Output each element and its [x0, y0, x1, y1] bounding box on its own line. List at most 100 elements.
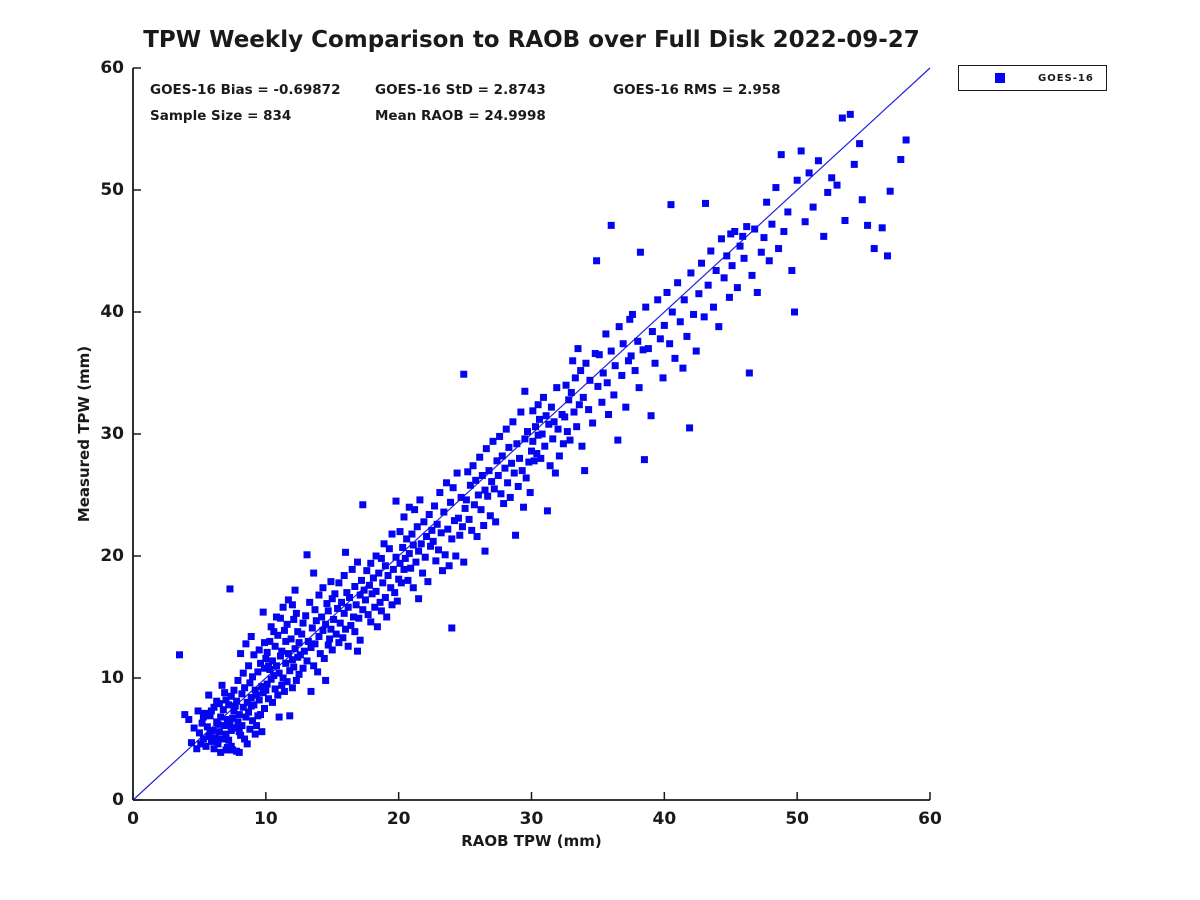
scatter-point	[470, 501, 478, 509]
scatter-point	[234, 718, 242, 726]
scatter-point	[343, 589, 351, 597]
scatter-point	[401, 554, 409, 562]
scatter-point	[453, 469, 461, 477]
scatter-point	[388, 601, 396, 609]
scatter-point	[392, 497, 400, 505]
scatter-point	[217, 713, 225, 721]
y-tick-label: 60	[100, 58, 124, 78]
scatter-point	[533, 450, 541, 458]
scatter-point	[525, 458, 533, 466]
scatter-point	[562, 381, 570, 389]
scatter-point	[574, 345, 582, 353]
scatter-point	[660, 321, 668, 329]
scatter-point	[384, 572, 392, 580]
scatter-point	[605, 410, 613, 418]
scatter-point	[476, 453, 484, 461]
scatter-point	[205, 691, 213, 699]
scatter-point	[824, 188, 832, 196]
scatter-point	[357, 576, 365, 584]
scatter-point	[214, 720, 222, 728]
scatter-point	[728, 262, 736, 270]
scatter-point	[631, 367, 639, 375]
scatter-point	[292, 609, 300, 617]
scatter-point	[226, 585, 234, 593]
scatter-point	[725, 293, 733, 301]
scatter-point	[246, 679, 254, 687]
scatter-point	[897, 156, 905, 163]
scatter-point	[373, 623, 381, 631]
scatter-point	[385, 545, 393, 553]
scatter-point	[371, 603, 379, 611]
scatter-point	[197, 740, 205, 748]
scatter-point	[407, 564, 415, 572]
scatter-point	[245, 662, 253, 670]
scatter-point	[751, 225, 759, 233]
scatter-point	[745, 369, 753, 377]
scatter-point	[263, 648, 271, 656]
scatter-point	[318, 613, 326, 621]
scatter-point	[280, 687, 288, 695]
scatter-point	[175, 651, 183, 659]
scatter-point	[700, 313, 708, 321]
scatter-point	[856, 140, 864, 148]
scatter-point	[575, 401, 583, 409]
scatter-point	[473, 532, 481, 540]
scatter-point	[237, 650, 245, 658]
y-tick-label: 40	[100, 302, 124, 322]
scatter-point	[283, 678, 291, 686]
scatter-point	[727, 230, 735, 238]
scatter-point	[218, 735, 226, 743]
scatter-point	[736, 242, 744, 250]
scatter-point	[323, 600, 331, 608]
scatter-point	[235, 711, 243, 719]
scatter-point	[377, 607, 385, 615]
scatter-point	[496, 432, 504, 440]
scatter-point	[263, 680, 271, 688]
scatter-point	[276, 614, 284, 622]
scatter-point	[740, 254, 748, 262]
x-tick-label: 60	[918, 809, 942, 829]
scatter-point	[686, 424, 694, 432]
scatter-point	[257, 659, 265, 667]
scatter-point	[246, 725, 254, 733]
scatter-point	[412, 558, 420, 566]
scatter-point	[666, 340, 674, 348]
scatter-point	[683, 332, 691, 340]
legend-label: GOES-16	[1038, 72, 1094, 84]
scatter-point	[335, 639, 343, 647]
y-tick-label: 30	[100, 424, 124, 444]
scatter-point	[695, 290, 703, 298]
scatter-point	[249, 717, 257, 725]
scatter-point	[299, 619, 307, 627]
scatter-point	[542, 412, 550, 420]
scatter-point	[569, 357, 577, 365]
scatter-point	[611, 362, 619, 370]
scatter-point	[520, 503, 528, 511]
scatter-point	[546, 462, 554, 470]
scatter-point	[446, 498, 454, 506]
scatter-point	[431, 502, 439, 510]
scatter-point	[497, 490, 505, 498]
scatter-point	[440, 508, 448, 516]
scatter-point	[554, 425, 562, 433]
scatter-point	[340, 572, 348, 580]
scatter-point	[488, 478, 496, 486]
scatter-point	[307, 644, 315, 651]
scatter-point	[582, 359, 590, 367]
scatter-point	[315, 633, 323, 641]
scatter-point	[304, 637, 312, 645]
legend: GOES-16	[958, 65, 1107, 91]
scatter-point	[607, 347, 615, 355]
scatter-point	[249, 673, 257, 681]
scatter-point	[577, 367, 585, 375]
scatter-point	[261, 664, 269, 672]
scatter-point	[763, 198, 771, 206]
scatter-point	[543, 507, 551, 515]
scatter-point	[292, 676, 300, 684]
scatter-point	[400, 513, 408, 521]
scatter-point	[579, 393, 587, 401]
scatter-point	[303, 551, 311, 559]
scatter-point	[555, 452, 563, 460]
scatter-point	[442, 479, 450, 487]
scatter-point	[185, 715, 193, 723]
